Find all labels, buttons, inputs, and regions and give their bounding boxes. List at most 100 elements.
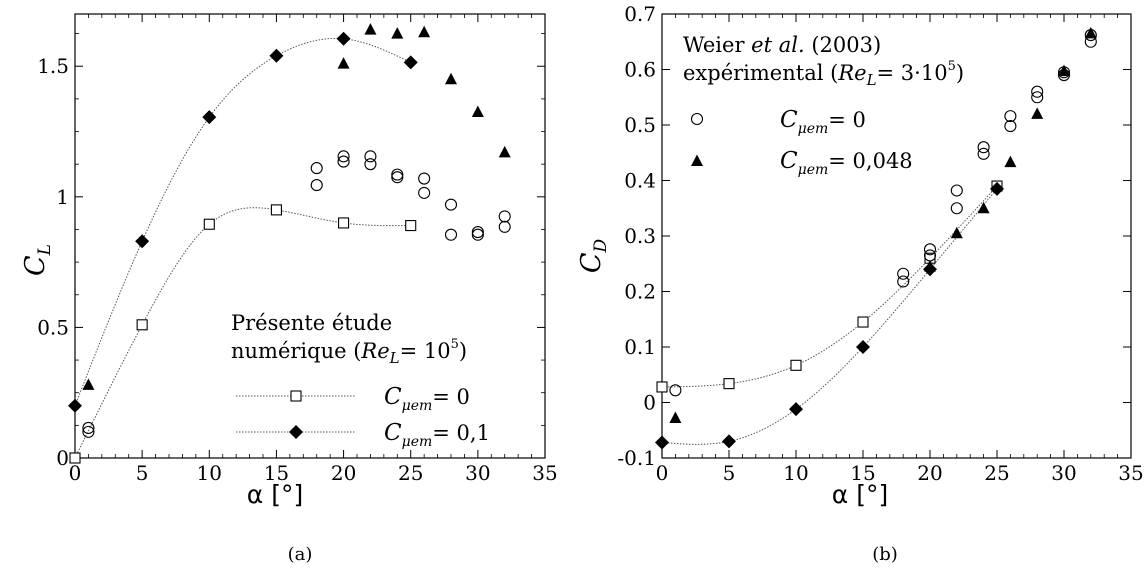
legend-title-b-line1: Weier et al. (2003): [683, 33, 881, 57]
y-tick-label-b: 0.2: [624, 280, 656, 304]
y-tick-label-b: 0.5: [624, 113, 656, 137]
x-tick-label-a: 5: [136, 461, 149, 485]
point-b-s3-3: [977, 201, 990, 214]
legend-title-a-line2: numérique (ReL= 105): [231, 337, 467, 367]
legend-entry-b-0: Cμem= 0: [780, 107, 866, 137]
x-tick-label-b: 10: [783, 461, 808, 485]
point-a-s3-6: [471, 105, 484, 117]
point-b-s1-3: [856, 340, 870, 354]
point-a-s0-3: [270, 204, 282, 216]
legend-marker-a-0: [290, 390, 302, 402]
chart-a: 0 5 10 15 20 25 30 35 0 0.5 1 1.5 α [°] CL (a) Pré…: [20, 13, 558, 565]
point-b-s3-5: [1031, 107, 1044, 119]
panel-label-b: (b): [872, 544, 898, 565]
point-b-s2-2: [897, 267, 910, 280]
point-a-s1-3: [269, 48, 284, 63]
point-b-s2-12: [1031, 85, 1044, 98]
point-b-s3-2: [950, 226, 963, 239]
y-tick-label-b: 0.3: [624, 224, 656, 248]
point-a-s3-1: [337, 57, 350, 69]
plot-frame-a: [74, 13, 546, 459]
y-axis-label-b: CD: [576, 238, 611, 273]
point-b-s0-3: [857, 316, 869, 328]
point-a-s0-4: [338, 217, 350, 229]
point-a-s2-7: [364, 150, 377, 163]
point-b-s2-7: [977, 147, 990, 160]
point-b-s1-2: [789, 402, 803, 417]
point-b-s3-7: [1084, 26, 1097, 39]
point-b-s3-0: [669, 411, 682, 424]
x-tick-label-b: 5: [723, 461, 736, 485]
y-tick-labels-a: 0 0.5 1 1.5: [37, 54, 69, 470]
y-axis-label-a: CL: [20, 244, 55, 276]
ticks-a: [74, 14, 546, 459]
point-b-s2-4: [923, 243, 937, 256]
point-b-s2-8: [977, 141, 990, 154]
y-tick-label-a: 1: [56, 185, 69, 209]
point-a-s3-0: [82, 378, 95, 390]
x-tick-label-a: 15: [264, 461, 289, 485]
x-tick-label-a: 20: [331, 461, 356, 485]
y-tick-label-b: -0.1: [617, 446, 656, 470]
x-tick-label-a: 10: [197, 461, 222, 485]
point-b-s0-2: [790, 359, 802, 371]
point-a-s2-3: [310, 162, 323, 175]
x-tick-label-b: 35: [1118, 461, 1143, 485]
point-a-s2-1: [82, 421, 95, 435]
point-b-s1-5: [990, 181, 1004, 196]
legend-markers-a: [289, 390, 303, 439]
point-b-s3-1: [924, 260, 936, 272]
point-b-s0-1: [723, 378, 735, 390]
legend-title-b-line2: expérimental (ReL= 3·105): [683, 59, 964, 89]
point-b-s3-6: [1058, 64, 1070, 77]
point-b-s0-0: [656, 381, 668, 393]
ticks-b: [661, 13, 1132, 459]
point-a-s1-1: [135, 234, 150, 249]
point-a-s3-4: [418, 25, 431, 38]
point-a-s2-10: [418, 186, 431, 199]
x-tick-label-a: 35: [532, 461, 557, 485]
legend-a: Présente étude numérique (ReL= 105) Cμem…: [231, 311, 490, 450]
x-tick-label-b: 20: [917, 461, 942, 485]
x-tick-label-a: 30: [465, 461, 490, 485]
point-a-s2-0: [82, 425, 95, 438]
point-a-s2-8: [391, 171, 404, 184]
point-a-s3-2: [364, 23, 377, 35]
point-a-s2-12: [444, 228, 458, 241]
point-b-s2-10: [1004, 110, 1017, 123]
point-a-s1-5: [403, 55, 418, 70]
x-tick-label-b: 30: [1051, 461, 1076, 485]
legend-entry-a-1: Cμem= 0,1: [384, 420, 490, 450]
point-b-s1-1: [722, 434, 736, 449]
point-b-s2-0: [669, 384, 682, 397]
markers-a: [68, 23, 511, 464]
point-b-s2-6: [950, 184, 963, 197]
y-tick-label-a: 0.5: [37, 315, 69, 339]
point-a-s3-3: [391, 27, 404, 39]
x-tick-labels-b: 0 5 10 15 20 25 30 35: [656, 461, 1144, 485]
panel-label-a: (a): [288, 544, 313, 565]
point-b-s2-9: [1004, 120, 1017, 133]
point-a-s3-5: [445, 72, 457, 85]
point-b-s1-0: [655, 435, 669, 450]
legend-marker-b-1: [691, 154, 703, 166]
point-b-s2-5: [950, 202, 963, 215]
legend-title-a-line1: Présente étude: [231, 311, 392, 335]
point-a-s2-16: [498, 220, 511, 233]
y-tick-label-b: 0.4: [624, 169, 656, 193]
x-tick-label-b: 0: [656, 461, 669, 485]
x-tick-labels-a: 0 5 10 15 20 25 30 35: [69, 461, 558, 485]
point-a-s0-2: [203, 218, 215, 230]
x-tick-label-a: 0: [69, 461, 82, 485]
y-tick-label-b: 0.6: [624, 58, 656, 82]
fit-lines-b: [661, 185, 998, 445]
y-tick-label-a: 0: [56, 446, 69, 470]
point-a-s1-4: [336, 31, 351, 46]
fit-line-a-1: [74, 37, 411, 406]
x-tick-label-b: 25: [984, 461, 1009, 485]
legend-entry-b-1: Cμem= 0,048: [780, 148, 913, 178]
fit-line-b-0: [661, 185, 998, 388]
y-tick-labels-b: -0.1 0 0.1 0.2 0.3 0.4 0.5 0.6 0.7: [617, 2, 656, 470]
chart-b: 0 5 10 15 20 25 30 35 -0.100.10.20.30.40.50.60.…: [576, 2, 1144, 565]
